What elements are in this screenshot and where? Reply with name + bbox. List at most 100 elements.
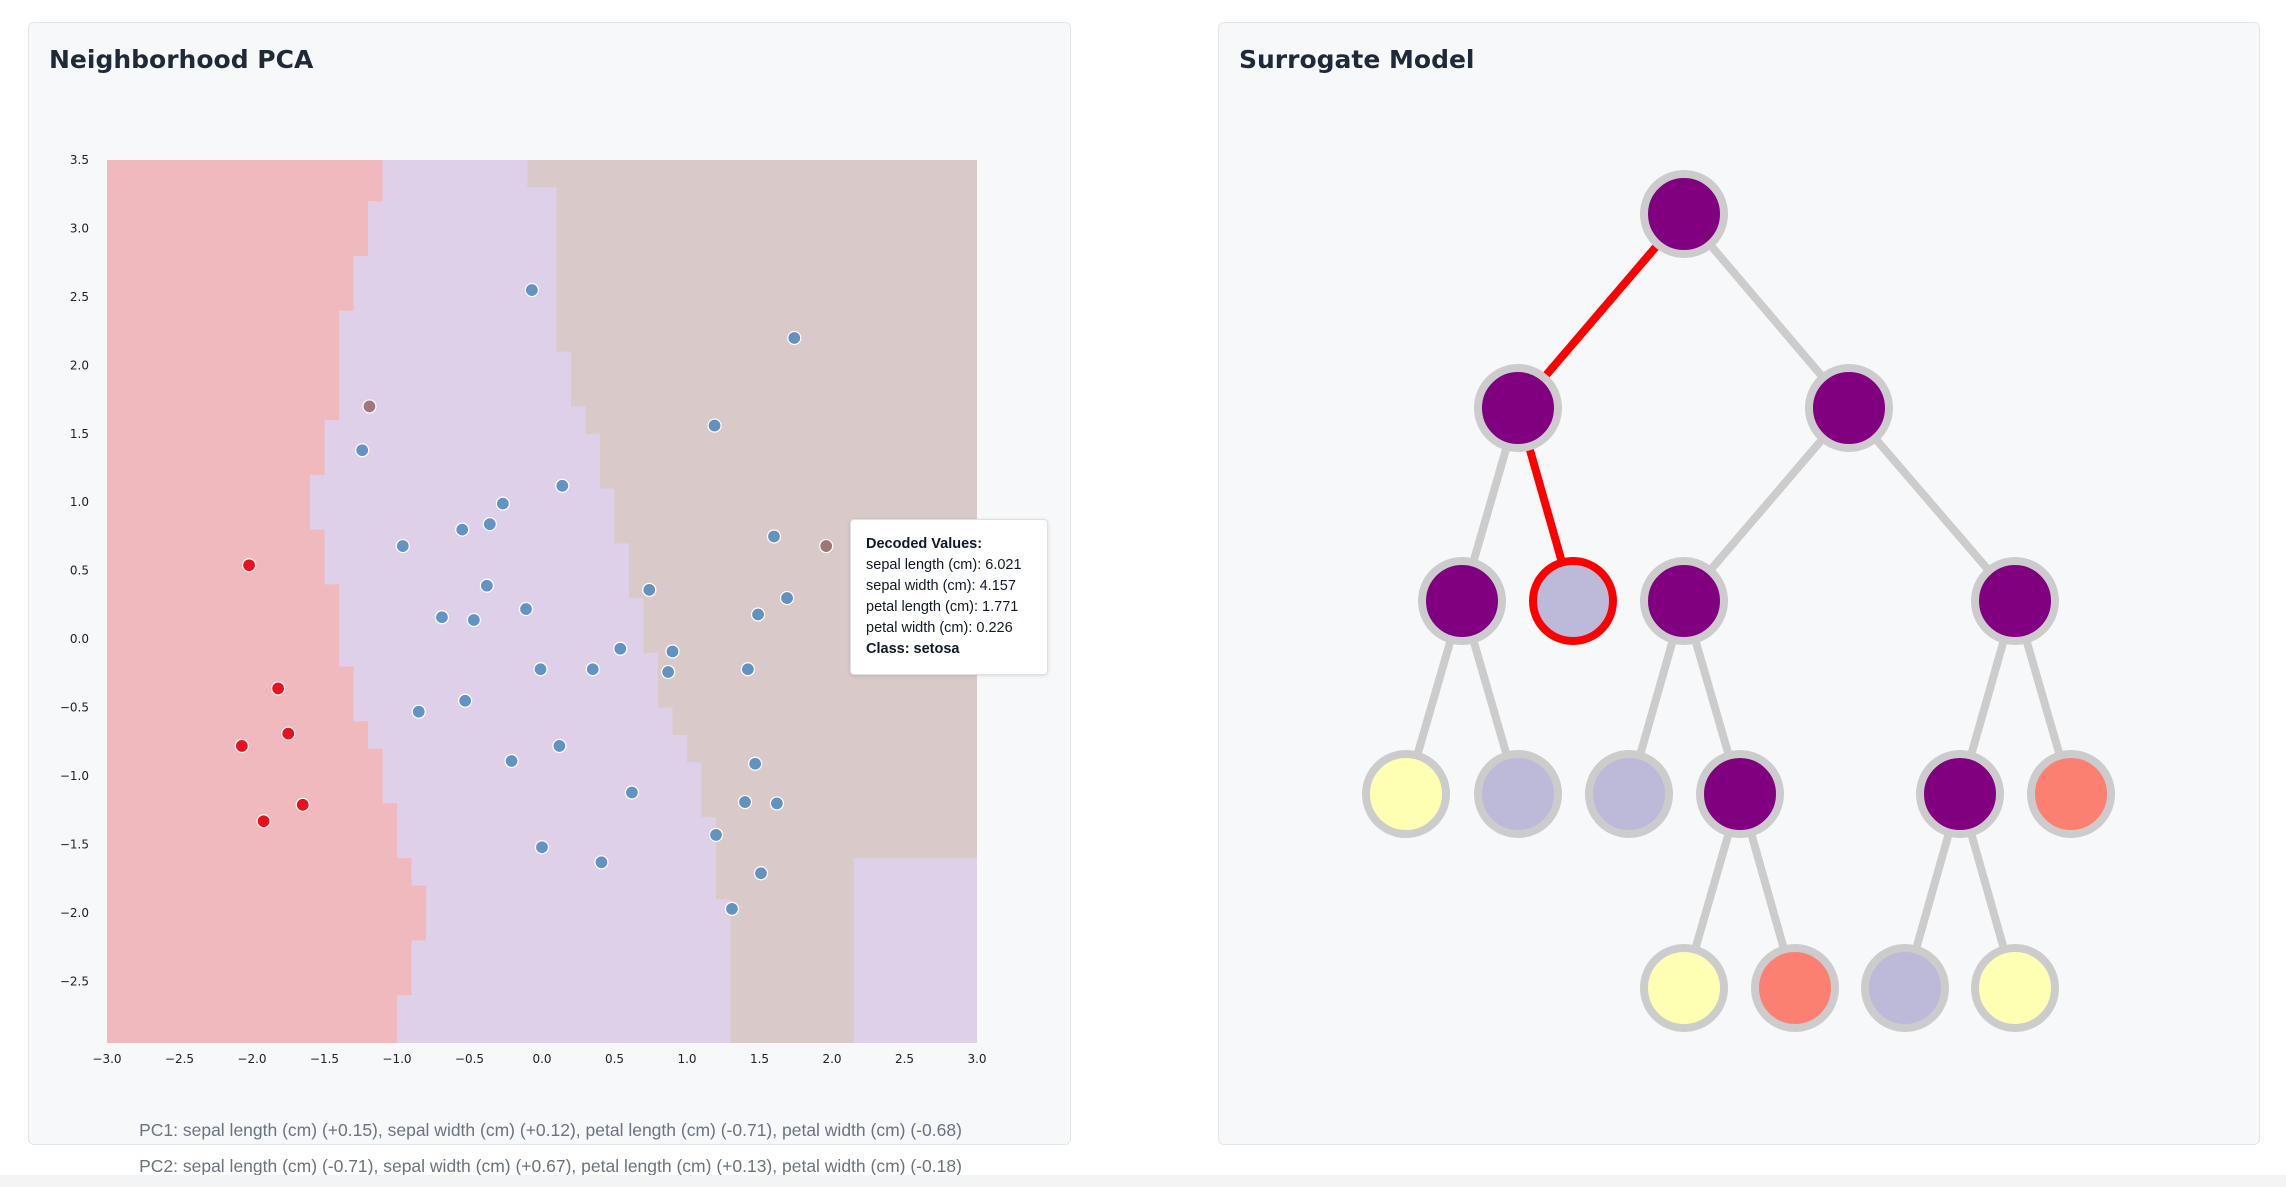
x-tick-label: 2.5 <box>895 1052 914 1066</box>
scatter-point-other[interactable] <box>613 641 628 656</box>
x-tick-label: 2.0 <box>822 1052 841 1066</box>
x-tick-label: −1.0 <box>382 1052 411 1066</box>
tree-node <box>1474 750 1562 838</box>
scatter-point-other[interactable] <box>707 418 722 433</box>
scatter-point-other[interactable] <box>395 538 410 554</box>
tree-node <box>1805 364 1893 452</box>
scatter-point-other[interactable] <box>482 517 497 532</box>
scatter-point-other[interactable] <box>534 840 550 855</box>
tooltip-sepal-width: sepal width (cm): 4.157 <box>866 578 1016 594</box>
scatter-point-virginica[interactable] <box>819 538 834 554</box>
y-tick-label: 1.0 <box>70 495 89 509</box>
tree-node <box>1362 750 1450 838</box>
surrogate-tree-diagram <box>1362 170 2115 1032</box>
scatter-point-other[interactable] <box>779 590 795 606</box>
pca-panel: Neighborhood PCA −3.0 −2.5 −2.0 −1.5 −1.0 −0.… <box>28 22 1072 1176</box>
tree-node <box>1474 364 1562 452</box>
scatter-point-other[interactable] <box>624 785 640 800</box>
tree-node <box>1751 944 1839 1032</box>
x-tick-label: 0.5 <box>605 1052 624 1066</box>
tree-node <box>1418 557 1506 645</box>
scatter-point-other[interactable] <box>766 529 782 544</box>
x-tick-label: −0.5 <box>455 1052 484 1066</box>
scatter-point-other[interactable] <box>458 693 473 708</box>
scatter-point-other[interactable] <box>724 901 740 916</box>
y-tick-label: −1.0 <box>60 769 89 783</box>
scatter-point-other[interactable] <box>642 582 657 597</box>
region-setosa <box>107 160 426 1043</box>
scatter-point-other[interactable] <box>479 578 494 593</box>
scatter-point-other[interactable] <box>555 478 570 493</box>
tree-node <box>2027 750 2115 838</box>
surrogate-model-title: Surrogate Model <box>1239 45 1475 74</box>
region-virginica <box>527 160 977 1043</box>
scatter-point-other[interactable] <box>594 855 609 870</box>
pc1-caption: PC1: sepal length (cm) (+0.15), sepal wi… <box>139 1120 962 1140</box>
pca-panel-title: Neighborhood PCA <box>49 45 314 74</box>
tooltip-petal-width: petal width (cm): 0.226 <box>866 620 1013 636</box>
scatter-point-other[interactable] <box>585 662 600 677</box>
y-tick-label: −2.0 <box>60 906 89 920</box>
scatter-point-setosa[interactable] <box>256 814 271 829</box>
scatter-point-setosa[interactable] <box>295 797 310 812</box>
scatter-point-other[interactable] <box>518 601 534 617</box>
scatter-point-other[interactable] <box>552 738 567 754</box>
tree-node <box>1640 557 1728 645</box>
scatter-point-other[interactable] <box>455 522 470 537</box>
tree-node <box>1916 750 2004 838</box>
scatter-point-other[interactable] <box>533 662 548 677</box>
scatter-point-setosa[interactable] <box>281 726 296 741</box>
tree-node <box>1640 944 1728 1032</box>
y-tick-label: 0.0 <box>70 632 89 646</box>
surrogate-model-panel: Surrogate Model <box>1218 22 2260 1145</box>
bottom-strip <box>0 1175 2286 1187</box>
scatter-point-other[interactable] <box>665 644 680 659</box>
y-tick-label: 2.5 <box>70 290 89 304</box>
scatter-point-other[interactable] <box>355 443 370 458</box>
tree-node <box>1640 170 1728 258</box>
y-tick-label: −0.5 <box>60 701 89 715</box>
tree-node <box>1696 750 1784 838</box>
scatter-point-other[interactable] <box>661 664 676 680</box>
y-tick-label: 3.0 <box>70 221 89 235</box>
scatter-point-other[interactable] <box>708 827 724 843</box>
scatter-point-other[interactable] <box>769 796 785 811</box>
tree-node <box>1861 944 1949 1032</box>
y-tick-label: −2.5 <box>60 974 89 988</box>
x-tick-label: 0.0 <box>532 1052 551 1066</box>
scatter-point-other[interactable] <box>787 330 802 346</box>
x-tick-label: −2.0 <box>237 1052 266 1066</box>
scatter-point-other[interactable] <box>750 607 766 622</box>
scatter-point-virginica[interactable] <box>362 399 377 414</box>
region-versicolor-patch <box>853 858 977 1043</box>
scatter-point-other[interactable] <box>748 756 763 771</box>
x-tick-label: −1.5 <box>310 1052 339 1066</box>
scatter-point-other[interactable] <box>411 704 426 719</box>
y-tick-label: 2.0 <box>70 358 89 372</box>
tooltip-petal-length: petal length (cm): 1.771 <box>866 599 1019 615</box>
pca-scatter-plot[interactable]: −3.0 −2.5 −2.0 −1.5 −1.0 −0.5 0.0 0.5 1.0 1.5 2.0 2… <box>29 23 1072 1146</box>
scatter-point-other[interactable] <box>740 662 756 677</box>
scatter-point-setosa[interactable] <box>242 558 257 573</box>
tree-node <box>1971 944 2059 1032</box>
tree-node <box>1585 750 1673 838</box>
tooltip-heading: Decoded Values: <box>866 536 983 552</box>
scatter-point-other[interactable] <box>504 753 519 769</box>
scatter-point-other[interactable] <box>495 496 510 511</box>
decoded-values-tooltip: Decoded Values: sepal length (cm): 6.021… <box>850 519 1048 675</box>
scatter-point-other[interactable] <box>737 794 753 810</box>
tree-node-selected <box>1529 557 1617 645</box>
tooltip-sepal-length: sepal length (cm): 6.021 <box>866 557 1022 573</box>
y-tick-label: 3.5 <box>70 153 89 167</box>
x-tick-label: 1.5 <box>750 1052 769 1066</box>
scatter-point-other[interactable] <box>524 282 539 298</box>
scatter-point-other[interactable] <box>753 866 769 881</box>
scatter-point-other[interactable] <box>434 610 450 625</box>
scatter-point-setosa[interactable] <box>234 738 249 754</box>
y-tick-label: 1.5 <box>70 427 89 441</box>
x-tick-label: 3.0 <box>967 1052 986 1066</box>
scatter-point-other[interactable] <box>466 612 481 628</box>
scatter-point-setosa[interactable] <box>271 681 286 696</box>
y-tick-label: −1.5 <box>60 837 89 851</box>
pc2-caption: PC2: sepal length (cm) (-0.71), sepal wi… <box>139 1156 962 1176</box>
